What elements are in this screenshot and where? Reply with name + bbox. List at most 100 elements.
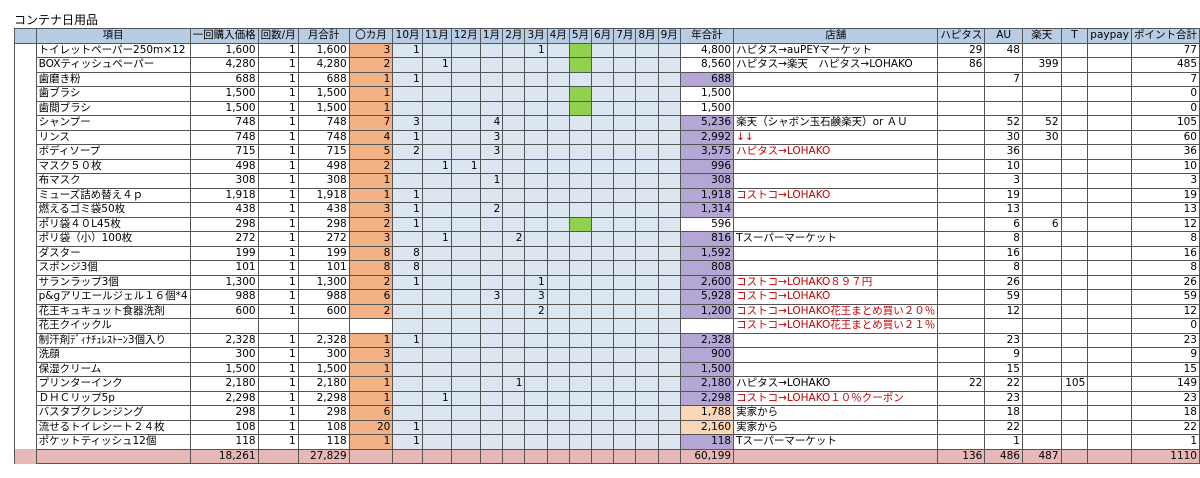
cell: 2	[348, 303, 394, 319]
month-count: 1	[524, 274, 548, 290]
cell	[1087, 390, 1132, 406]
month-count	[524, 202, 548, 218]
month-count	[568, 144, 593, 160]
item: リンス	[35, 129, 191, 145]
month-count	[524, 376, 548, 392]
item: シャンプー	[35, 115, 191, 131]
month-count	[524, 405, 548, 421]
month-count	[657, 216, 681, 232]
item-row: ポケットティッシュ12個 118 1 118 1 1 118 Tスーパーマーケット 1 1	[14, 434, 1200, 450]
store	[733, 332, 939, 348]
month-count	[524, 361, 548, 377]
month-count: 1	[392, 434, 423, 450]
month-count	[635, 390, 659, 406]
cell: 19	[984, 187, 1023, 203]
header-cell: 2月	[502, 28, 526, 44]
cell: 52	[984, 115, 1023, 131]
cell	[1060, 129, 1089, 145]
row-gutter	[14, 260, 37, 275]
cell: 1	[257, 115, 299, 131]
month-count	[421, 303, 452, 319]
month-count	[635, 347, 659, 363]
cell	[1087, 405, 1132, 421]
cell: 748	[189, 115, 259, 131]
month-count	[502, 144, 526, 160]
row-gutter	[14, 333, 37, 348]
month-count	[635, 129, 659, 145]
item: 燃えるゴミ袋50枚	[35, 202, 191, 218]
month-count	[546, 419, 570, 435]
cell: 2,180	[679, 376, 735, 392]
month-count	[613, 216, 637, 232]
month-count: 1	[479, 173, 504, 189]
cell	[937, 318, 986, 334]
month-count	[635, 434, 659, 450]
cell	[937, 274, 986, 290]
cell: 1,918	[297, 187, 350, 203]
month-count	[635, 318, 659, 334]
month-count	[421, 332, 452, 348]
cell: 6	[348, 405, 394, 421]
month-count	[613, 42, 637, 58]
month-count	[657, 274, 681, 290]
cell	[1087, 115, 1132, 131]
cell: 8	[348, 245, 394, 261]
cell	[1021, 419, 1062, 435]
item-row: 花王クイックル コストコ→LOHAKO花王まとめ買い２１％ 0	[14, 318, 1200, 334]
cell	[1021, 390, 1062, 406]
cell	[1060, 57, 1089, 73]
cell: 105	[1130, 115, 1200, 131]
store	[733, 86, 939, 102]
cell	[1087, 245, 1132, 261]
item: BOXティッシュペーパー	[35, 57, 191, 73]
cell: 1	[257, 158, 299, 174]
month-count	[450, 231, 481, 247]
month-count: 1	[421, 390, 452, 406]
cell: 3	[984, 173, 1023, 189]
month-count	[568, 274, 593, 290]
month-count	[635, 115, 659, 131]
month-count	[590, 376, 615, 392]
item: ボディソープ	[35, 144, 191, 160]
month-count	[392, 448, 423, 464]
cell	[937, 100, 986, 116]
month-count	[450, 187, 481, 203]
cell: 1	[1130, 434, 1200, 450]
month-count	[450, 129, 481, 145]
month-count	[502, 173, 526, 189]
cell	[297, 318, 350, 334]
header-cell: 7月	[613, 28, 637, 44]
item-row: ダスター 199 1 199 8 8 1,592 16 16	[14, 245, 1200, 261]
cell: 15	[1130, 361, 1200, 377]
spreadsheet: 項目 一回購入価格 回数/月 月合計 〇カ月 10月 11月 12月 1月 2月 3月 4月 5月 6月 7…	[14, 28, 1200, 464]
month-count: 1	[392, 202, 423, 218]
month-count	[450, 260, 481, 276]
item-row: 制汗剤ﾃﾞｨﾅﾁｭﾚｽﾄｰﾝ3個入り 2,328 1 2,328 1 1 2,328 23 23	[14, 332, 1200, 348]
cell	[937, 390, 986, 406]
cell	[1021, 303, 1062, 319]
cell: 7	[348, 115, 394, 131]
month-count	[502, 390, 526, 406]
month-count	[635, 173, 659, 189]
month-count	[392, 303, 423, 319]
month-count	[613, 231, 637, 247]
item: 流せるトイレシート２４枚	[35, 419, 191, 435]
month-count	[657, 332, 681, 348]
cell: 22	[984, 376, 1023, 392]
cell	[937, 158, 986, 174]
cell	[1021, 405, 1062, 421]
item: 歯間ブラシ	[35, 100, 191, 116]
header-cell: 5月	[568, 28, 593, 44]
month-count	[502, 347, 526, 363]
month-count	[613, 434, 637, 450]
month-count	[421, 405, 452, 421]
month-count	[635, 274, 659, 290]
cell: 1	[984, 434, 1023, 450]
month-count	[635, 57, 659, 73]
cell: 199	[297, 245, 350, 261]
row-gutter	[14, 434, 37, 449]
month-count	[568, 42, 593, 58]
month-count	[546, 434, 570, 450]
month-count	[568, 390, 593, 406]
month-count	[657, 289, 681, 305]
